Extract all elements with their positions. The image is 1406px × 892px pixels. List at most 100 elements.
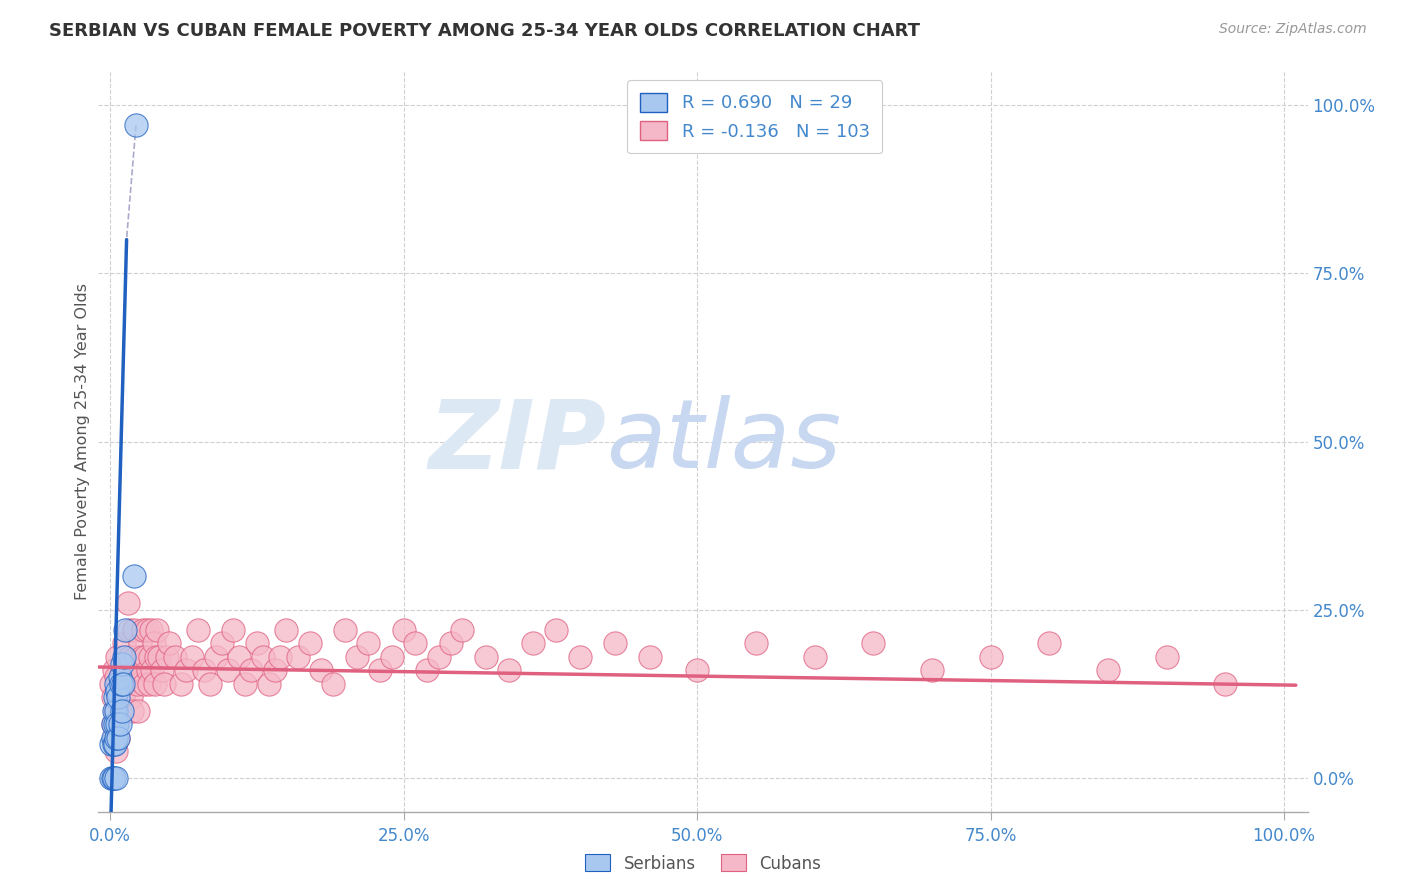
Point xyxy=(1097,664,1119,678)
Point xyxy=(381,649,404,664)
Point xyxy=(145,649,167,664)
Point xyxy=(115,664,138,678)
Point xyxy=(120,649,142,664)
Point xyxy=(105,683,128,698)
Legend: Serbians, Cubans: Serbians, Cubans xyxy=(578,847,828,880)
Point xyxy=(112,649,135,664)
Point xyxy=(105,717,128,731)
Point xyxy=(128,636,150,650)
Point xyxy=(404,636,426,650)
Point xyxy=(135,623,157,637)
Point xyxy=(311,664,333,678)
Legend: R = 0.690   N = 29, R = -0.136   N = 103: R = 0.690 N = 29, R = -0.136 N = 103 xyxy=(627,80,883,153)
Point xyxy=(131,649,153,664)
Point xyxy=(107,731,129,745)
Point xyxy=(862,636,884,650)
Point xyxy=(101,690,124,705)
Point xyxy=(118,623,141,637)
Point xyxy=(522,636,544,650)
Point xyxy=(141,623,163,637)
Point xyxy=(346,649,368,664)
Point xyxy=(108,717,131,731)
Y-axis label: Female Poverty Among 25-34 Year Olds: Female Poverty Among 25-34 Year Olds xyxy=(75,283,90,600)
Point xyxy=(150,664,173,678)
Point xyxy=(134,649,156,664)
Point xyxy=(104,690,127,705)
Point xyxy=(176,664,198,678)
Point xyxy=(103,704,125,718)
Point xyxy=(104,717,127,731)
Point xyxy=(269,649,291,664)
Point xyxy=(475,649,498,664)
Point xyxy=(603,636,626,650)
Point xyxy=(122,623,145,637)
Point xyxy=(127,704,149,718)
Point xyxy=(142,636,165,650)
Point xyxy=(129,664,152,678)
Point xyxy=(112,636,135,650)
Point xyxy=(263,664,285,678)
Point xyxy=(105,731,128,745)
Point xyxy=(416,664,439,678)
Point xyxy=(368,664,391,678)
Point xyxy=(120,690,142,705)
Point xyxy=(124,664,146,678)
Point xyxy=(108,670,131,684)
Point xyxy=(745,636,768,650)
Point xyxy=(101,717,124,731)
Point xyxy=(103,731,125,745)
Point xyxy=(105,744,128,758)
Text: ZIP: ZIP xyxy=(429,395,606,488)
Point xyxy=(143,677,166,691)
Point xyxy=(638,649,661,664)
Point xyxy=(100,771,122,785)
Point xyxy=(298,636,321,650)
Point xyxy=(105,771,128,785)
Point xyxy=(217,664,239,678)
Point xyxy=(568,649,591,664)
Point xyxy=(148,649,170,664)
Point xyxy=(122,569,145,583)
Point xyxy=(257,677,280,691)
Point xyxy=(498,664,520,678)
Point xyxy=(103,771,125,785)
Point xyxy=(105,649,128,664)
Point xyxy=(108,704,131,718)
Point xyxy=(1156,649,1178,664)
Point xyxy=(104,704,127,718)
Point xyxy=(333,623,356,637)
Point xyxy=(252,649,274,664)
Point xyxy=(392,623,415,637)
Point xyxy=(100,738,122,752)
Point xyxy=(193,664,215,678)
Point xyxy=(105,677,128,691)
Point xyxy=(105,704,128,718)
Point xyxy=(228,649,250,664)
Point xyxy=(141,664,163,678)
Point xyxy=(104,704,127,718)
Point xyxy=(204,649,226,664)
Point xyxy=(233,677,256,691)
Point xyxy=(107,731,129,745)
Point xyxy=(139,649,162,664)
Point xyxy=(110,677,132,691)
Point xyxy=(101,731,124,745)
Point xyxy=(155,649,177,664)
Point xyxy=(276,623,298,637)
Point xyxy=(125,118,148,132)
Point xyxy=(246,636,269,650)
Point xyxy=(111,664,134,678)
Point xyxy=(686,664,709,678)
Point xyxy=(357,636,380,650)
Text: atlas: atlas xyxy=(606,395,841,488)
Point xyxy=(103,664,125,678)
Point xyxy=(107,690,129,705)
Point xyxy=(222,623,245,637)
Point xyxy=(211,636,233,650)
Point xyxy=(287,649,309,664)
Point xyxy=(803,649,825,664)
Point xyxy=(546,623,568,637)
Point xyxy=(1215,677,1237,691)
Point xyxy=(134,677,156,691)
Point xyxy=(111,704,134,718)
